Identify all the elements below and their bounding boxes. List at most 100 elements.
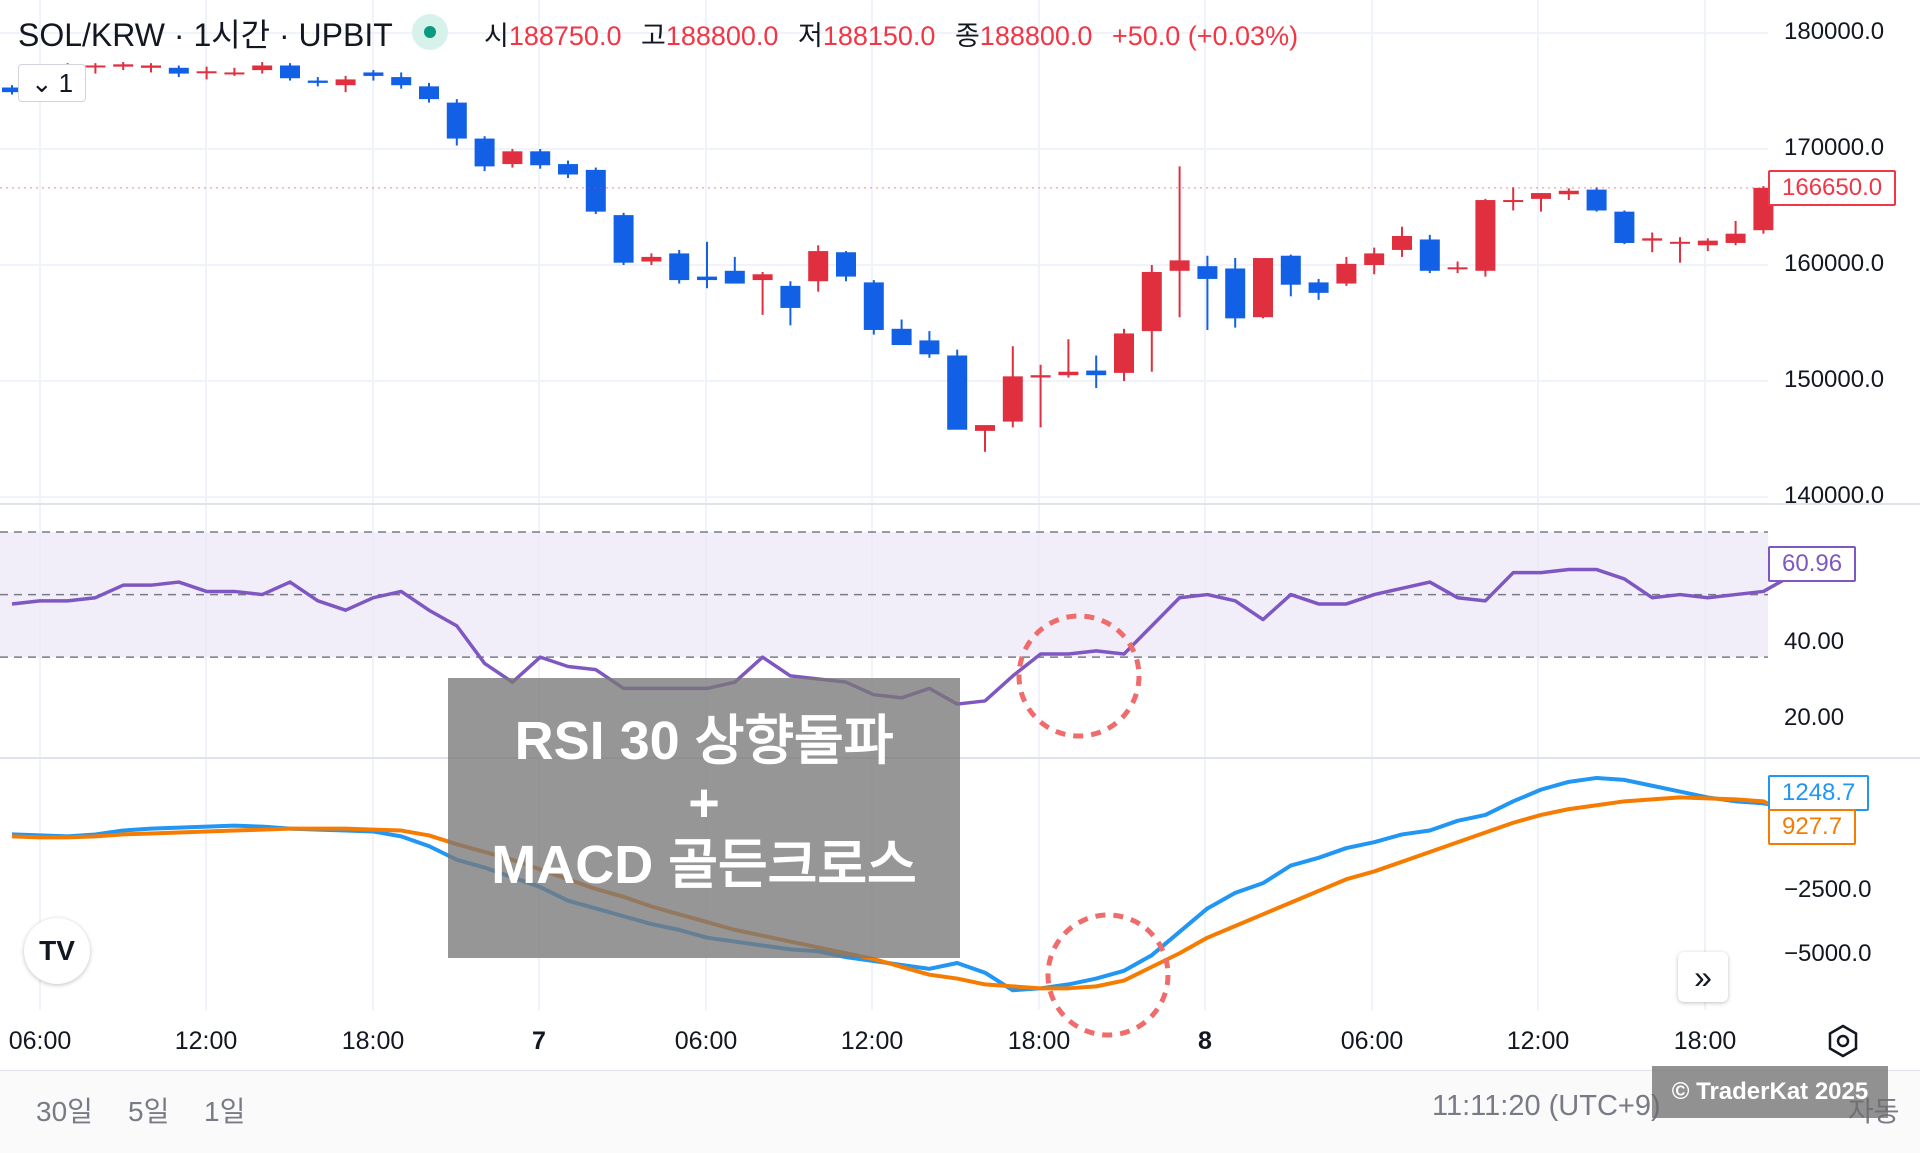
open-value: 188750.0 — [508, 21, 622, 51]
candle-body — [1030, 375, 1051, 378]
candle-body — [1586, 189, 1607, 211]
candle-body — [558, 164, 578, 175]
change-value: +50.0 (+0.03%) — [1111, 21, 1299, 51]
candle-body — [141, 65, 161, 68]
gear-icon[interactable] — [1826, 1024, 1860, 1058]
candle-body — [1141, 271, 1162, 332]
time-tick: 06:00 — [8, 1027, 72, 1055]
candle-body — [446, 102, 467, 139]
timezone-clock[interactable]: 11:11:20 (UTC+9) — [1432, 1090, 1661, 1122]
candle-body — [1336, 263, 1357, 284]
candle-body — [1475, 200, 1496, 271]
time-tick: 18:00 — [1673, 1027, 1737, 1055]
candle-body — [1253, 258, 1273, 318]
time-tick: 12:00 — [174, 1027, 238, 1055]
close-label: 종 — [954, 21, 980, 51]
candle-body — [1058, 371, 1079, 376]
signal-value-tag: 927.7 — [1768, 809, 1857, 845]
ohlc-legend: 시188750.0 고188800.0 저188150.0 종188800.0 … — [484, 14, 1310, 53]
candle-body — [836, 252, 856, 277]
time-tick: 12:00 — [840, 1027, 904, 1055]
chart-canvas[interactable] — [0, 0, 1920, 1070]
candle-body — [1114, 333, 1134, 373]
price-tick: 160000.0 — [1784, 250, 1885, 277]
candle-body — [1364, 253, 1385, 265]
time-tick: 12:00 — [1506, 1027, 1570, 1055]
candle-body — [280, 65, 300, 79]
candle-body — [669, 253, 690, 281]
candle-body — [1308, 282, 1329, 293]
candle-body — [724, 270, 745, 284]
high-label: 고 — [640, 21, 666, 51]
candle-body — [530, 151, 551, 166]
candle-body — [419, 86, 439, 100]
candle-body — [363, 72, 384, 76]
macd-cross-highlight-circle — [1045, 912, 1171, 1038]
candle-body — [252, 65, 273, 71]
candle-body — [307, 80, 328, 83]
range-button-1d[interactable]: 1일 — [204, 1096, 246, 1127]
indicator-count: 1 — [58, 67, 74, 98]
chevron-down-icon: ⌄ — [30, 67, 53, 98]
indicator-collapse-button[interactable]: ⌄ 1 — [18, 64, 86, 102]
candle-body — [113, 64, 134, 67]
time-tick: 18:00 — [1007, 1027, 1071, 1055]
candle-body — [641, 256, 662, 262]
candle-body — [1002, 376, 1023, 422]
candle-body — [891, 328, 912, 346]
range-button-5d[interactable]: 5일 — [128, 1096, 170, 1127]
candle-body — [863, 282, 884, 330]
signal-line — [11, 795, 1820, 991]
annotation-line-3: MACD 골든크로스 — [491, 835, 917, 896]
candle-body — [919, 340, 940, 355]
annotation-line-1: RSI 30 상향돌파 — [514, 711, 894, 771]
price-tick: 150000.0 — [1784, 366, 1885, 393]
symbol-title[interactable]: SOL/KRW · 1시간 · UPBIT — [18, 17, 393, 53]
candle-body — [1642, 238, 1663, 241]
candle-body — [1225, 268, 1246, 319]
time-tick: 8 — [1198, 1027, 1212, 1055]
price-tick: 170000.0 — [1784, 134, 1885, 161]
candle-body — [1197, 266, 1218, 279]
open-label: 시 — [484, 21, 509, 51]
candle-body — [752, 274, 773, 281]
candle-body — [1670, 241, 1690, 244]
macd-tick: −2500.0 — [1784, 876, 1872, 903]
tradingview-logo-icon[interactable]: TV — [24, 918, 90, 984]
market-open-status-icon — [412, 14, 448, 50]
macd-tick: −5000.0 — [1784, 940, 1872, 967]
bottom-toolbar — [0, 1070, 1920, 1153]
candle-body — [947, 355, 968, 430]
rsi-tick: 40.00 — [1784, 628, 1845, 655]
candle-body — [168, 67, 189, 74]
close-value: 188800.0 — [979, 21, 1093, 51]
candle-body — [1503, 200, 1524, 203]
candle-body — [1614, 211, 1635, 243]
double-chevron-right-icon[interactable]: » — [1678, 952, 1728, 1002]
rsi-tick: 20.00 — [1784, 704, 1845, 731]
candle-body — [85, 65, 106, 68]
time-tick: 06:00 — [1340, 1027, 1404, 1055]
candle-body — [1558, 190, 1579, 195]
macd-value-tag: 1248.7 — [1768, 775, 1870, 811]
candle-body — [1280, 255, 1301, 285]
candle-body — [474, 138, 495, 167]
candle-body — [224, 72, 245, 75]
low-label: 저 — [797, 21, 823, 51]
candle-body — [1725, 233, 1746, 243]
candle-body — [780, 285, 801, 308]
candle-body — [335, 79, 356, 86]
annotation-box: RSI 30 상향돌파 + MACD 골든크로스 — [448, 678, 960, 958]
rsi-breakout-highlight-circle — [1016, 613, 1142, 739]
annotation-line-2: + — [688, 773, 720, 834]
price-tick: 180000.0 — [1784, 18, 1885, 45]
range-button-30d[interactable]: 30일 — [36, 1096, 93, 1127]
time-tick: 18:00 — [341, 1027, 405, 1055]
candle-body — [1697, 240, 1718, 246]
candle-body — [1531, 193, 1551, 199]
candle-body — [1419, 239, 1440, 271]
candle-body — [391, 77, 412, 86]
candle-body — [2, 87, 22, 93]
candle-body — [196, 71, 217, 74]
candle-body — [585, 169, 606, 212]
